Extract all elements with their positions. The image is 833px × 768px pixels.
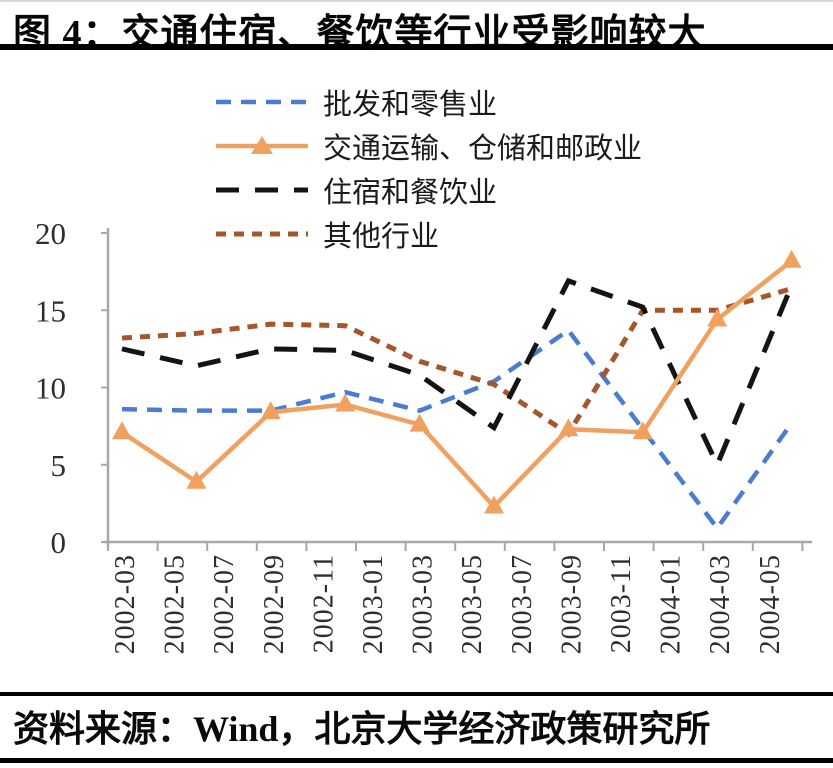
triangle-marker — [409, 413, 430, 432]
legend-label: 其他行业 — [323, 221, 440, 253]
x-tick-label: 2004-03 — [705, 554, 736, 654]
title-divider — [0, 44, 833, 50]
legend-label: 住宿和餐饮业 — [323, 177, 498, 209]
triangle-marker — [112, 421, 132, 440]
legend-item-transport-storage-postal: 交通运输、仓储和邮政业 — [214, 124, 642, 168]
page-top-border — [0, 0, 833, 2]
legend-line-sample-solid-orange-triangle — [216, 136, 308, 154]
x-tick-label: 2002-07 — [209, 554, 240, 654]
legend-label: 交通运输、仓储和邮政业 — [323, 133, 643, 165]
triangle-marker — [335, 393, 356, 412]
triangle-marker — [484, 495, 504, 514]
x-tick-label: 2002-11 — [308, 554, 339, 653]
series-line-other-industries — [121, 286, 793, 438]
triangle-marker — [707, 308, 728, 327]
series-line-transport-storage-postal — [120, 259, 793, 510]
y-tick-label: 0 — [51, 525, 67, 560]
x-tick-label: 2003-03 — [408, 554, 439, 654]
y-tick-label: 15 — [35, 293, 66, 328]
legend-label: 批发和零售业 — [323, 89, 498, 121]
triangle-marker — [186, 470, 207, 489]
x-tick-label: 2003-11 — [606, 554, 637, 653]
chart-legend: 批发和零售业 交通运输、仓储和邮政业 住宿和餐饮业 其他行业 — [214, 80, 642, 256]
triangle-marker — [781, 249, 802, 268]
triangle-marker — [260, 401, 281, 420]
x-tick-label: 2003-07 — [507, 554, 538, 654]
y-tick-label: 10 — [35, 371, 66, 406]
series-line-wholesale-retail — [121, 327, 794, 532]
legend-line-sample-longdash-black — [216, 187, 308, 193]
legend-item-accommodation-catering: 住宿和餐饮业 — [214, 168, 642, 212]
x-tick-label: 2004-05 — [755, 554, 786, 654]
x-tick-label: 2003-05 — [457, 554, 488, 654]
legend-item-wholesale-retail: 批发和零售业 — [214, 80, 642, 124]
x-tick-label: 2004-01 — [656, 554, 687, 654]
x-tick-label: 2002-05 — [160, 554, 191, 654]
y-tick-label: 20 — [35, 216, 66, 251]
legend-line-sample-dashed-blue — [216, 99, 308, 105]
x-tick-label: 2003-09 — [556, 554, 587, 654]
x-tick-label: 2003-01 — [358, 554, 389, 654]
triangle-marker — [558, 418, 579, 437]
legend-item-other-industries: 其他行业 — [214, 212, 642, 256]
triangle-marker — [632, 421, 653, 440]
x-tick-label: 2002-09 — [259, 554, 290, 654]
legend-line-sample-shortdash-brown — [216, 231, 308, 237]
x-tick-label: 2002-03 — [110, 554, 141, 654]
footer-divider-top — [0, 692, 833, 696]
source-note: 资料来源：Wind，北京大学经济政策研究所 — [13, 709, 711, 749]
footer-divider-bottom — [0, 758, 833, 763]
y-tick-label: 5 — [51, 448, 67, 483]
